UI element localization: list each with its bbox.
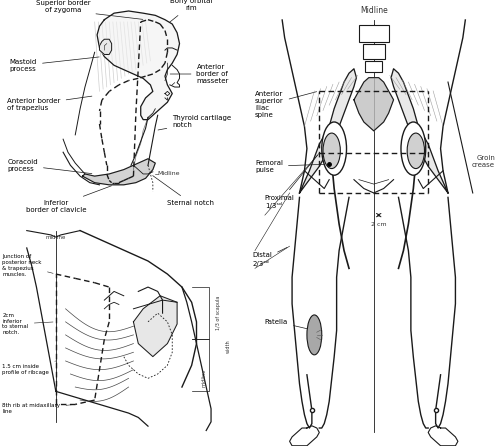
Text: Anterior border
of trapezius: Anterior border of trapezius [8, 96, 92, 111]
Text: Coracoid
process: Coracoid process [8, 159, 92, 174]
Polygon shape [391, 69, 448, 193]
Text: Anterior
border of
masseter: Anterior border of masseter [170, 64, 229, 84]
Polygon shape [100, 39, 112, 55]
Polygon shape [354, 78, 394, 131]
Text: 2 cm: 2 cm [371, 222, 386, 227]
Text: Inferior
border of clavicle: Inferior border of clavicle [26, 186, 112, 213]
Text: Midline: Midline [360, 6, 388, 15]
Text: Sternal notch: Sternal notch [152, 176, 214, 206]
Text: Midline: Midline [158, 172, 180, 177]
Text: Groin
crease: Groin crease [472, 155, 495, 168]
Ellipse shape [407, 133, 424, 168]
Text: Thyroid cartilage
notch: Thyroid cartilage notch [158, 115, 232, 130]
Text: width: width [226, 339, 230, 353]
Polygon shape [82, 159, 156, 185]
Text: Patella: Patella [265, 319, 312, 330]
Bar [359, 25, 388, 42]
Polygon shape [300, 69, 356, 193]
Bar [365, 61, 382, 72]
Polygon shape [97, 11, 180, 120]
Ellipse shape [307, 315, 322, 355]
Text: Mastoid
process: Mastoid process [10, 57, 99, 72]
Text: Distal
2/3ˢᵈ: Distal 2/3ˢᵈ [252, 247, 287, 267]
Polygon shape [134, 296, 177, 357]
Text: 2cm
inferior
to sternal
notch.: 2cm inferior to sternal notch. [2, 313, 53, 335]
Text: Superior border
of zygoma: Superior border of zygoma [36, 0, 143, 19]
Text: Junction of
posterior neck
& trapezius
muscles.: Junction of posterior neck & trapezius m… [2, 254, 53, 276]
Ellipse shape [322, 122, 346, 175]
Text: midline: midline [46, 235, 66, 240]
Ellipse shape [401, 122, 425, 175]
Text: 8th rib at midaxillary
line: 8th rib at midaxillary line [2, 403, 72, 414]
Text: 1.5 cm inside
profile of ribcage: 1.5 cm inside profile of ribcage [2, 361, 56, 375]
Text: 1/3 of scapula: 1/3 of scapula [216, 296, 221, 330]
Text: Anterior
superior
iliac
spine: Anterior superior iliac spine [255, 91, 316, 118]
Text: Bony orbital
rim: Bony orbital rim [170, 0, 213, 22]
Text: midline: midline [202, 369, 206, 388]
Text: Proximal
1/3ˢᵈ: Proximal 1/3ˢᵈ [265, 155, 318, 209]
Text: Femoral
pulse: Femoral pulse [255, 160, 326, 173]
Bar [362, 44, 385, 59]
Ellipse shape [323, 133, 340, 168]
